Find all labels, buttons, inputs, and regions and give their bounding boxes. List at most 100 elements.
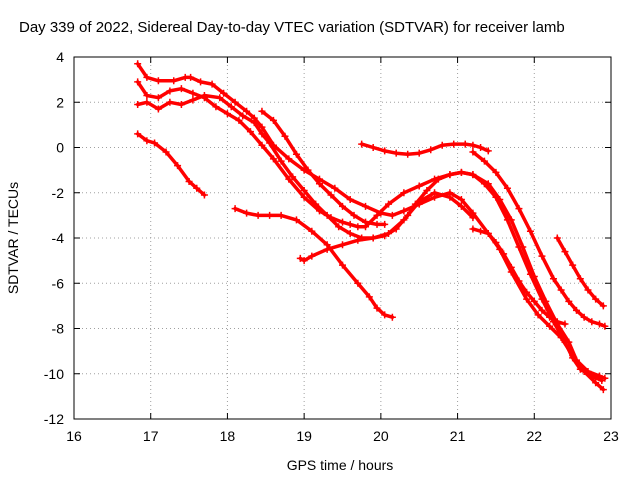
data-point	[143, 137, 151, 145]
data-point	[534, 311, 542, 319]
series-line	[135, 80, 607, 381]
data-point	[369, 144, 377, 151]
series-track-1	[134, 60, 607, 394]
data-point	[258, 123, 266, 131]
data-point	[246, 128, 254, 136]
data-point	[243, 209, 251, 217]
data-point	[346, 196, 354, 204]
data-point	[362, 218, 370, 226]
data-point	[208, 80, 216, 88]
series-track-10	[469, 225, 569, 328]
data-point	[400, 216, 408, 224]
data-point	[354, 236, 362, 244]
data-point	[300, 193, 308, 201]
data-point	[143, 98, 151, 106]
data-point	[484, 229, 492, 237]
data-point	[189, 89, 197, 97]
data-point	[254, 211, 262, 219]
data-point	[227, 103, 235, 111]
data-point	[134, 130, 142, 138]
data-point	[561, 248, 569, 256]
data-point	[174, 162, 182, 170]
data-point	[143, 73, 151, 81]
series-track-2	[134, 78, 609, 382]
data-point	[477, 144, 485, 151]
data-point	[599, 386, 607, 394]
data-point	[365, 293, 373, 301]
y-tick-label: 0	[56, 140, 64, 156]
data-point	[381, 311, 389, 319]
data-point	[588, 372, 596, 380]
data-point	[323, 211, 331, 219]
data-point	[277, 211, 285, 219]
data-point	[565, 297, 573, 305]
data-point	[526, 227, 534, 235]
data-point	[362, 202, 370, 210]
data-point	[162, 148, 170, 156]
series-track-4	[134, 130, 208, 199]
data-point	[553, 234, 561, 242]
data-point	[346, 229, 354, 237]
data-point	[300, 257, 308, 265]
data-point	[292, 150, 300, 158]
x-tick-label: 17	[143, 428, 159, 444]
data-point	[553, 318, 561, 326]
data-point	[289, 173, 297, 181]
data-point	[177, 85, 185, 93]
data-point	[250, 119, 258, 127]
grid	[74, 57, 611, 419]
data-point	[569, 354, 577, 362]
data-point	[197, 78, 205, 86]
data-point	[503, 216, 511, 224]
y-tick-label: 2	[56, 94, 64, 110]
x-tick-label: 22	[526, 428, 542, 444]
data-point	[239, 112, 247, 120]
data-point	[187, 73, 195, 81]
data-point	[538, 306, 546, 314]
data-point	[296, 254, 304, 262]
data-point	[572, 306, 580, 314]
data-point	[557, 286, 565, 294]
data-point	[450, 140, 458, 148]
series-line	[135, 132, 207, 197]
data-point	[134, 101, 142, 109]
series-line	[135, 62, 606, 392]
data-point	[561, 338, 569, 346]
data-point	[500, 250, 508, 258]
data-point	[469, 148, 477, 156]
chart-title: Day 339 of 2022, Sidereal Day-to-day VTE…	[19, 19, 565, 36]
data-point	[170, 77, 178, 85]
data-point	[216, 94, 224, 102]
data-point	[354, 223, 362, 231]
data-point	[598, 377, 606, 385]
y-tick-label: -10	[44, 366, 64, 382]
data-point	[266, 139, 274, 147]
data-marks	[134, 60, 609, 394]
data-point	[457, 168, 465, 176]
data-point	[177, 101, 185, 109]
data-point	[523, 288, 531, 296]
data-point	[166, 98, 174, 106]
y-axis-label: SDTVAR / TECUs	[5, 182, 21, 294]
data-point	[385, 200, 393, 208]
data-point	[300, 186, 308, 194]
data-point	[381, 147, 389, 155]
data-point	[212, 103, 220, 111]
data-point	[530, 297, 538, 305]
data-point	[446, 193, 454, 201]
data-point	[292, 216, 300, 224]
data-point	[134, 78, 142, 86]
data-point	[243, 107, 251, 115]
x-tick-label: 18	[220, 428, 236, 444]
data-point	[304, 166, 312, 174]
series-track-9	[469, 148, 609, 330]
data-point	[461, 140, 469, 148]
data-point	[151, 139, 159, 147]
data-point	[154, 77, 162, 85]
data-point	[346, 220, 354, 228]
data-point	[258, 130, 266, 138]
data-point	[200, 191, 208, 199]
data-point	[269, 116, 277, 124]
data-point	[373, 211, 381, 219]
